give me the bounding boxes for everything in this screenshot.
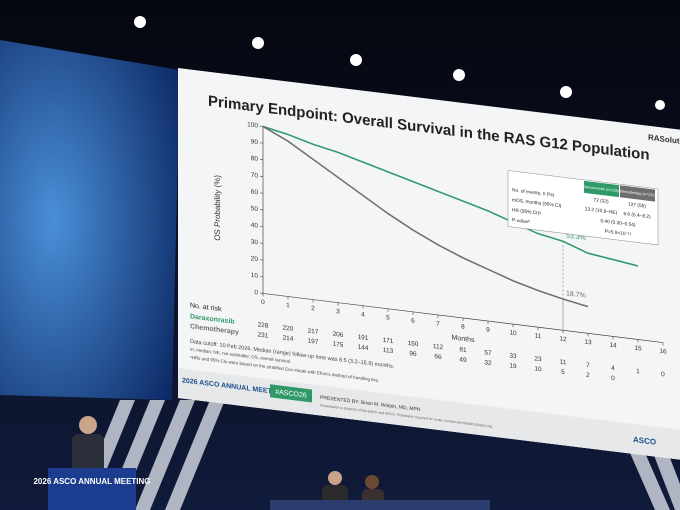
summary-row-label: HR (95% CI)ᵃ — [512, 207, 541, 217]
footer-tag: #ASCO26 — [275, 389, 307, 400]
summary-cell: 0.40 (0.30–0.54) — [600, 218, 635, 228]
risk-count: 32 — [484, 359, 492, 367]
y-tick-label: 20 — [251, 255, 259, 263]
risk-count: 214 — [283, 335, 294, 343]
risk-count: 191 — [358, 334, 369, 342]
risk-count: 175 — [333, 341, 344, 349]
summary-row-label: P-valueᵇ — [512, 217, 530, 225]
risk-count: 228 — [258, 322, 269, 330]
risk-count: 231 — [258, 332, 269, 340]
risk-count: 66 — [434, 353, 442, 361]
risk-count: 81 — [459, 346, 467, 354]
y-tick-label: 10 — [251, 272, 259, 280]
risk-count: 33 — [509, 352, 517, 360]
x-tick-label: 10 — [509, 329, 517, 337]
risk-count: 49 — [459, 356, 467, 364]
y-tick-label: 70 — [251, 172, 259, 180]
summary-header-bg — [620, 185, 655, 202]
footer-band — [178, 368, 680, 465]
y-tick-label: 90 — [251, 138, 259, 146]
podium — [48, 468, 136, 510]
y-tick-label: 100 — [247, 121, 258, 129]
x-tick-label: 0 — [261, 299, 265, 306]
footer-logo: ASCO — [633, 435, 656, 447]
x-tick-label: 15 — [634, 345, 642, 353]
side-screen — [0, 40, 180, 400]
summary-cell: 13.2 (10.9–NE) — [585, 206, 618, 216]
tag-box — [270, 384, 312, 403]
survival-curve — [262, 125, 639, 267]
risk-count: 1 — [636, 368, 640, 375]
y-tick-label: 40 — [251, 222, 259, 230]
y-tick-label: 60 — [251, 188, 259, 196]
x-tick-label: 6 — [411, 317, 415, 324]
y-tick-label: 30 — [251, 239, 259, 247]
summary-cell: 72 (32) — [593, 197, 609, 205]
x-tick-label: 5 — [386, 314, 390, 321]
y-tick-label: 50 — [251, 205, 259, 213]
summary-header: Daraxonrasib (n=228) — [584, 185, 619, 193]
risk-count: 4 — [611, 365, 615, 372]
risk-count: 112 — [433, 343, 444, 351]
y-axis-label: OS Probability (%) — [213, 174, 222, 241]
x-axis-label: Months — [452, 334, 475, 344]
x-tick-label: 4 — [361, 311, 365, 318]
survival-curve — [262, 125, 589, 308]
podium-text: 2026 ASCO ANNUAL MEETING — [33, 477, 150, 486]
x-tick-label: 11 — [535, 333, 542, 341]
risk-count: 5 — [561, 369, 565, 376]
annotation: 18.7% — [566, 290, 586, 299]
risk-count: 220 — [283, 325, 294, 333]
speaker — [72, 416, 490, 510]
x-tick-label: 2 — [311, 305, 315, 312]
x-tick-label: 1 — [286, 302, 290, 309]
summary-cell: 127 (55) — [628, 202, 646, 210]
x-tick-label: 9 — [486, 327, 490, 334]
x-tick-label: 16 — [659, 348, 667, 356]
y-tick-label: 0 — [254, 289, 258, 296]
risk-title: No. at risk — [190, 302, 222, 313]
x-tick-label: 8 — [461, 324, 465, 331]
risk-count: 96 — [409, 350, 417, 358]
risk-count: 144 — [358, 344, 369, 352]
risk-count: 57 — [484, 349, 492, 357]
risk-count: 0 — [611, 375, 615, 382]
annotation: 53.3% — [566, 233, 586, 242]
risk-count: 19 — [509, 362, 517, 370]
x-tick-label: 7 — [436, 320, 440, 327]
summary-cell: P=5.9×10⁻¹¹ — [605, 229, 632, 238]
risk-count: 150 — [408, 340, 419, 348]
summary-row-label: No. of events, n (%) — [512, 187, 555, 198]
summary-header-bg — [584, 180, 619, 198]
y-tick-label: 80 — [251, 155, 259, 163]
risk-count: 217 — [308, 328, 319, 336]
risk-count: 10 — [534, 365, 542, 373]
slide-background — [178, 67, 680, 465]
summary-cell: 6.6 (5.4–8.2) — [623, 211, 650, 220]
risk-count: 206 — [333, 331, 344, 339]
risk-count: 197 — [308, 338, 319, 346]
risk-count: 113 — [383, 347, 394, 355]
x-axis — [263, 293, 663, 343]
slide: Primary Endpoint: Overall Survival in th… — [178, 67, 680, 465]
risk-count: 23 — [534, 355, 542, 363]
risk-count: 2 — [586, 372, 590, 379]
risk-count: 171 — [383, 337, 394, 345]
risk-count: 7 — [586, 362, 590, 369]
x-tick-label: 13 — [584, 339, 592, 347]
x-tick-label: 14 — [609, 342, 617, 350]
risk-count: 11 — [560, 359, 567, 367]
x-tick-label: 3 — [336, 308, 340, 315]
summary-header: Chemotherapy (n=231) — [618, 189, 655, 198]
risk-count: 0 — [661, 371, 665, 378]
ceiling-lights — [134, 16, 665, 110]
x-tick-label: 12 — [559, 336, 567, 344]
